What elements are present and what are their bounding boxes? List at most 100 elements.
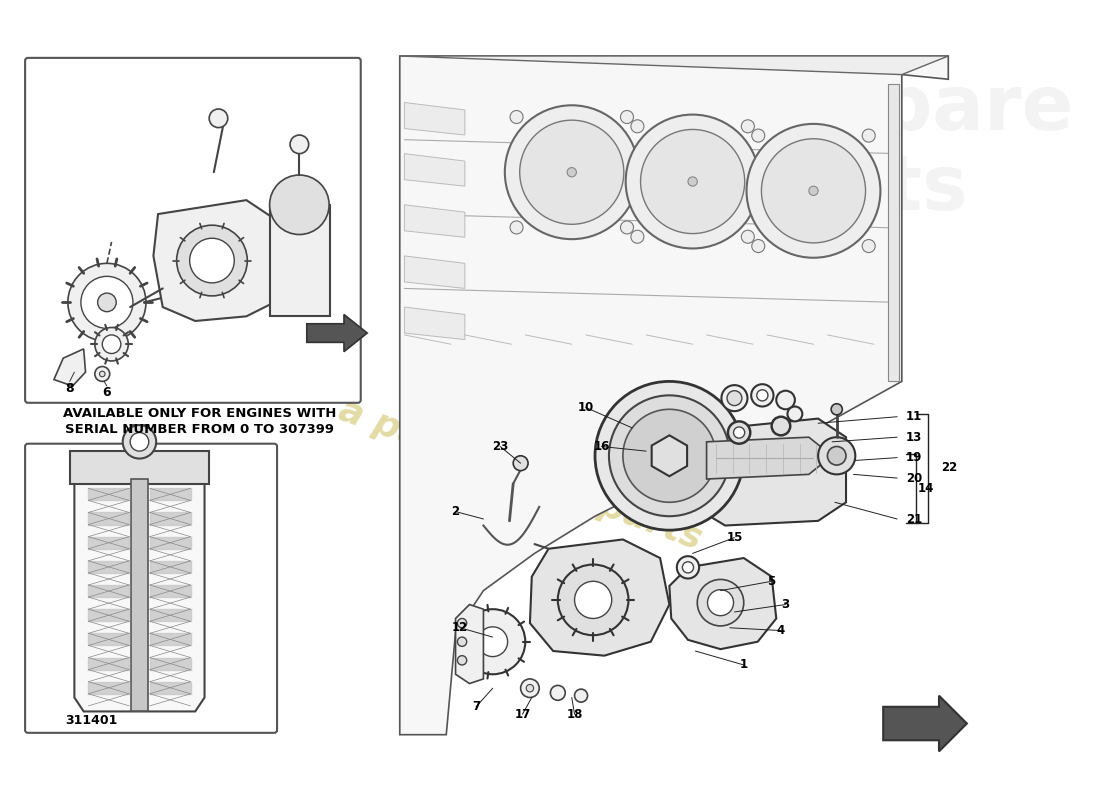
Polygon shape bbox=[399, 56, 948, 734]
Circle shape bbox=[757, 390, 768, 401]
Text: 7: 7 bbox=[472, 700, 480, 714]
Circle shape bbox=[526, 685, 534, 692]
FancyBboxPatch shape bbox=[25, 58, 361, 402]
Circle shape bbox=[68, 263, 146, 342]
Text: 17: 17 bbox=[515, 708, 530, 721]
Circle shape bbox=[631, 120, 644, 133]
Circle shape bbox=[751, 239, 764, 253]
Text: 12: 12 bbox=[452, 622, 469, 634]
Circle shape bbox=[862, 129, 876, 142]
Circle shape bbox=[123, 425, 156, 458]
Bar bbox=[888, 84, 899, 382]
Polygon shape bbox=[54, 349, 86, 386]
Circle shape bbox=[458, 637, 466, 646]
Circle shape bbox=[595, 382, 744, 530]
FancyBboxPatch shape bbox=[25, 444, 277, 733]
Text: a passion for parts: a passion for parts bbox=[334, 393, 707, 556]
Circle shape bbox=[688, 177, 697, 186]
Circle shape bbox=[741, 230, 755, 243]
Polygon shape bbox=[883, 696, 967, 751]
Circle shape bbox=[510, 110, 522, 123]
Circle shape bbox=[734, 427, 745, 438]
Circle shape bbox=[623, 410, 716, 502]
Text: 11: 11 bbox=[905, 410, 922, 423]
Text: 5: 5 bbox=[768, 574, 776, 588]
Circle shape bbox=[95, 366, 110, 382]
Circle shape bbox=[631, 230, 644, 243]
Polygon shape bbox=[530, 539, 670, 656]
Polygon shape bbox=[405, 256, 465, 289]
Circle shape bbox=[751, 129, 764, 142]
Circle shape bbox=[741, 120, 755, 133]
Polygon shape bbox=[702, 418, 846, 526]
Circle shape bbox=[727, 390, 741, 406]
Bar bbox=[131, 479, 147, 711]
Circle shape bbox=[574, 689, 587, 702]
Polygon shape bbox=[405, 307, 465, 339]
Circle shape bbox=[519, 120, 624, 224]
Circle shape bbox=[189, 238, 234, 283]
Polygon shape bbox=[405, 154, 465, 186]
Text: 13: 13 bbox=[905, 430, 922, 444]
Circle shape bbox=[81, 276, 133, 329]
Polygon shape bbox=[405, 102, 465, 135]
Circle shape bbox=[458, 656, 466, 665]
Text: 18: 18 bbox=[566, 708, 583, 721]
Polygon shape bbox=[153, 200, 284, 321]
Polygon shape bbox=[706, 437, 832, 479]
Circle shape bbox=[832, 404, 843, 415]
Polygon shape bbox=[455, 605, 483, 683]
Circle shape bbox=[818, 437, 856, 474]
Circle shape bbox=[609, 395, 729, 516]
Circle shape bbox=[862, 239, 876, 253]
Text: 14: 14 bbox=[917, 482, 934, 495]
Text: 20: 20 bbox=[905, 471, 922, 485]
Text: 23: 23 bbox=[492, 440, 508, 453]
Circle shape bbox=[460, 609, 526, 674]
Circle shape bbox=[558, 565, 628, 635]
Text: AVAILABLE ONLY FOR ENGINES WITH: AVAILABLE ONLY FOR ENGINES WITH bbox=[63, 407, 337, 421]
Circle shape bbox=[102, 335, 121, 354]
Circle shape bbox=[707, 590, 734, 616]
Circle shape bbox=[209, 109, 228, 127]
Circle shape bbox=[697, 579, 744, 626]
Text: 22: 22 bbox=[940, 462, 957, 474]
Polygon shape bbox=[69, 451, 209, 484]
Circle shape bbox=[771, 417, 790, 435]
Polygon shape bbox=[75, 479, 205, 711]
Circle shape bbox=[458, 618, 466, 628]
Circle shape bbox=[620, 221, 634, 234]
Text: 19: 19 bbox=[905, 451, 922, 464]
Circle shape bbox=[682, 562, 694, 573]
Polygon shape bbox=[307, 314, 367, 352]
Text: eurospare
parts: eurospare parts bbox=[637, 72, 1074, 226]
Text: 16: 16 bbox=[593, 440, 609, 453]
Circle shape bbox=[574, 582, 612, 618]
Circle shape bbox=[827, 446, 846, 465]
Circle shape bbox=[722, 385, 748, 411]
Bar bbox=[270, 205, 330, 316]
Circle shape bbox=[98, 293, 117, 312]
Polygon shape bbox=[399, 56, 948, 74]
Circle shape bbox=[640, 130, 745, 234]
Text: 15: 15 bbox=[726, 531, 742, 544]
Circle shape bbox=[520, 679, 539, 698]
Text: 21: 21 bbox=[905, 513, 922, 526]
Circle shape bbox=[751, 384, 773, 406]
Text: 6: 6 bbox=[102, 386, 111, 399]
Text: 311401: 311401 bbox=[65, 714, 118, 727]
Polygon shape bbox=[670, 558, 777, 649]
Text: 2: 2 bbox=[451, 505, 460, 518]
Text: 4: 4 bbox=[777, 624, 785, 637]
Circle shape bbox=[620, 110, 634, 123]
Circle shape bbox=[676, 556, 700, 578]
Circle shape bbox=[788, 406, 802, 422]
Circle shape bbox=[626, 114, 760, 249]
Circle shape bbox=[505, 106, 639, 239]
Text: 8: 8 bbox=[65, 382, 74, 395]
Circle shape bbox=[290, 135, 309, 154]
Circle shape bbox=[550, 686, 565, 700]
Circle shape bbox=[808, 186, 818, 195]
Circle shape bbox=[177, 226, 248, 296]
Circle shape bbox=[99, 371, 106, 377]
